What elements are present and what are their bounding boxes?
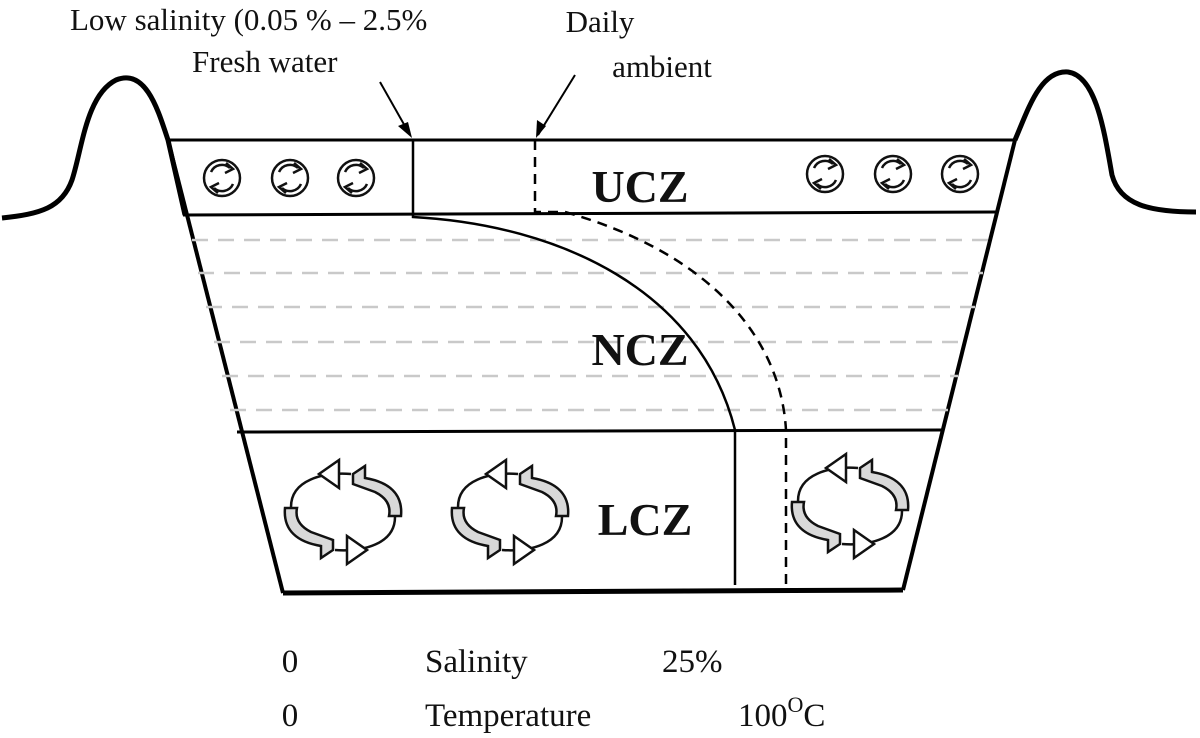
temperature-label: Temperature (425, 698, 591, 734)
circulation-arrows-icon (940, 154, 980, 194)
daily-ambient-label-line2: ambient (612, 49, 712, 84)
convection-loop-icon (450, 458, 570, 566)
daily-ambient-label-line1: Daily (566, 4, 635, 39)
pond-wall-left (166, 139, 285, 594)
ucz-label: UCZ (591, 161, 688, 212)
ncz-lcz-boundary (236, 428, 944, 434)
temperature-max: 100OC (738, 692, 825, 734)
salinity-profile-curve (411, 140, 737, 585)
pond-bottom (282, 587, 904, 596)
temperature-min: 0 (282, 698, 299, 734)
ucz-ncz-boundary (182, 210, 998, 217)
fresh-water-label: Fresh water (192, 44, 338, 79)
pond-wall-right (901, 139, 1017, 591)
ground-profile-right (1012, 69, 1197, 215)
temperature-profile-curve (533, 140, 788, 585)
circulation-arrows-icon (270, 158, 310, 198)
ncz-stratification-lines (192, 238, 990, 412)
salinity-label: Salinity (425, 644, 528, 680)
circulation-arrows-icon (805, 154, 845, 194)
circulation-arrows-icon (873, 154, 913, 194)
ground-profile-left (1, 75, 188, 221)
circulation-arrows-icon (336, 158, 376, 198)
salinity-min: 0 (282, 644, 299, 680)
salinity-max: 25% (662, 644, 723, 680)
ncz-label: NCZ (591, 324, 688, 375)
fresh-water-pointer (379, 81, 412, 138)
convection-loop-icon (790, 452, 910, 560)
low-salinity-label: Low salinity (0.05 % – 2.5% (70, 2, 427, 37)
convection-loop-icon (283, 458, 403, 566)
daily-ambient-pointer (536, 74, 576, 138)
circulation-arrows-icon (202, 158, 242, 198)
lcz-label: LCZ (598, 494, 693, 545)
